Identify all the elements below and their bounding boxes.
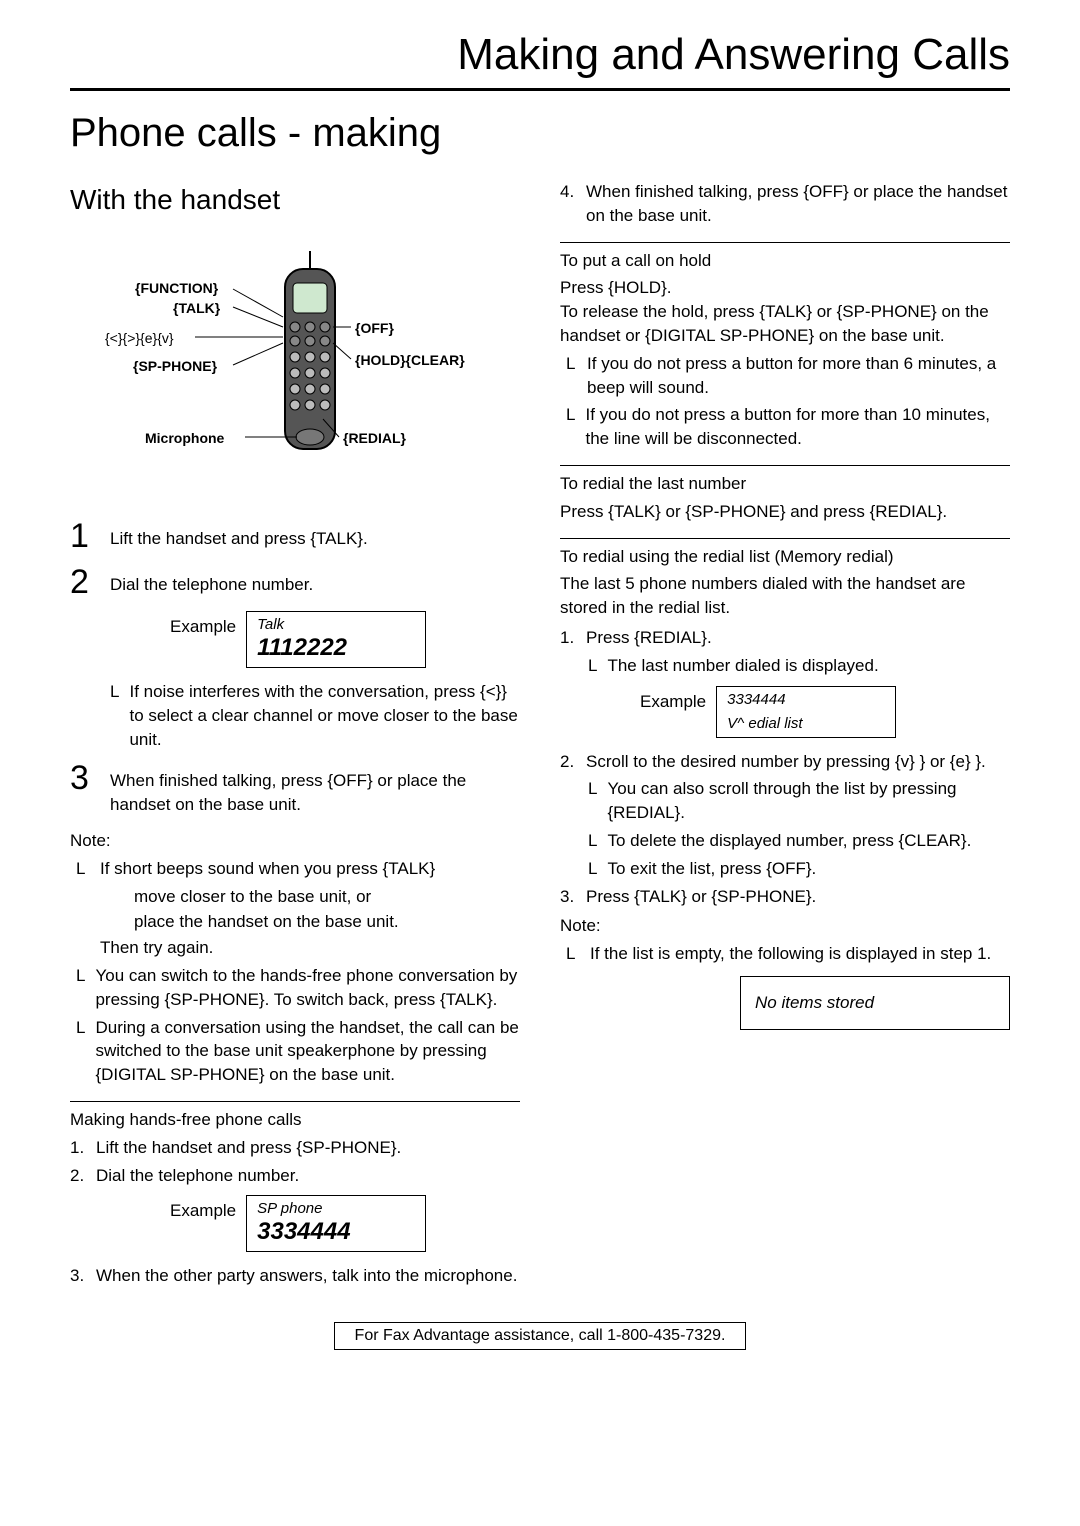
topic-title: To redial using the redial list (Memory … xyxy=(560,545,1010,569)
body-text: The last 5 phone numbers dialed with the… xyxy=(560,572,1010,620)
display-line: 3334444 xyxy=(727,691,885,709)
num-text: When finished talking, press {OFF} or pl… xyxy=(586,180,1010,228)
subsection-title: With the handset xyxy=(70,180,520,219)
num-text: Lift the handset and press {SP-PHONE}. xyxy=(96,1136,401,1160)
list-item: LIf you do not press a button for more t… xyxy=(566,352,1010,400)
bullet-text: If the list is empty, the following is d… xyxy=(590,942,991,966)
bullet-text: You can switch to the hands-free phone c… xyxy=(95,964,520,1012)
list-item: 3.Press {TALK} or {SP-PHONE}. xyxy=(560,885,1010,909)
step-text: Dial the telephone number. xyxy=(110,565,520,597)
list-item: 3.When the other party answers, talk int… xyxy=(70,1264,520,1288)
step-number: 2 xyxy=(70,565,96,599)
step-text: Lift the handset and press {TALK}. xyxy=(110,519,520,551)
lcd-display: No items stored xyxy=(740,976,1010,1030)
example-1: Example Talk 1112222 xyxy=(170,611,520,668)
section-title: Phone calls - making xyxy=(70,111,1010,156)
body-text: Press {TALK} or {SP-PHONE} and press {RE… xyxy=(560,500,1010,524)
list-item: LThe last number dialed is displayed. xyxy=(588,654,1010,678)
step-number: 1 xyxy=(70,519,96,553)
divider xyxy=(560,465,1010,466)
display-line: 3334444 xyxy=(257,1218,415,1247)
example-2: Example SP phone 3334444 xyxy=(170,1195,520,1252)
content-columns: With the handset xyxy=(70,180,1010,1292)
num-text: Scroll to the desired number by pressing… xyxy=(586,750,986,774)
lcd-display: SP phone 3334444 xyxy=(246,1195,426,1252)
list-item: LDuring a conversation using the handset… xyxy=(76,1016,520,1087)
step-text: When finished talking, press {OFF} or pl… xyxy=(110,761,520,817)
leader-lines xyxy=(105,239,485,499)
num-text: Press {REDIAL}. xyxy=(586,626,712,650)
step-3: 3 When finished talking, press {OFF} or … xyxy=(70,761,520,817)
list-item: 1.Lift the handset and press {SP-PHONE}. xyxy=(70,1136,520,1160)
bullet-text: If you do not press a button for more th… xyxy=(586,403,1011,451)
topic-title: To redial the last number xyxy=(560,472,1010,496)
list-item: LYou can also scroll through the list by… xyxy=(588,777,1010,825)
left-column: With the handset xyxy=(70,180,520,1292)
list-item: 2.Dial the telephone number. xyxy=(70,1164,520,1188)
step-2: 2 Dial the telephone number. xyxy=(70,565,520,599)
display-line: 1112222 xyxy=(257,634,415,663)
divider xyxy=(560,538,1010,539)
list-item: LIf short beeps sound when you press {TA… xyxy=(76,857,520,881)
bullet-text: If short beeps sound when you press {TAL… xyxy=(100,857,435,881)
display-line: Talk xyxy=(257,616,415,634)
body-text: To release the hold, press {TALK} or {SP… xyxy=(560,300,1010,348)
num-text: Dial the telephone number. xyxy=(96,1164,299,1188)
example-label: Example xyxy=(640,686,706,714)
num-text: Press {TALK} or {SP-PHONE}. xyxy=(586,885,816,909)
bullet-text: To exit the list, press {OFF}. xyxy=(607,857,816,881)
example-label: Example xyxy=(170,611,236,639)
display-line: V^ edial list xyxy=(727,715,885,733)
list-item: 2.Scroll to the desired number by pressi… xyxy=(560,750,1010,774)
step-1: 1 Lift the handset and press {TALK}. xyxy=(70,519,520,553)
bullet-text: If you do not press a button for more th… xyxy=(587,352,1010,400)
sub-text: move closer to the base unit, or xyxy=(134,885,520,909)
bullet-text: You can also scroll through the list by … xyxy=(607,777,1010,825)
step-number: 3 xyxy=(70,761,96,795)
list-item: LTo delete the displayed number, press {… xyxy=(588,829,1010,853)
sub-text: Then try again. xyxy=(100,936,520,960)
list-item: LYou can switch to the hands-free phone … xyxy=(76,964,520,1012)
bullet-text: The last number dialed is displayed. xyxy=(607,654,878,678)
list-item: LIf the list is empty, the following is … xyxy=(566,942,1010,966)
right-column: 4.When finished talking, press {OFF} or … xyxy=(560,180,1010,1292)
example-label: Example xyxy=(170,1195,236,1223)
lcd-display: Talk 1112222 xyxy=(246,611,426,668)
bullet-text: If noise interferes with the conversatio… xyxy=(129,680,520,751)
list-item: LIf noise interferes with the conversati… xyxy=(110,680,520,751)
lcd-display: 3334444 V^ edial list xyxy=(716,686,896,738)
example-3: Example 3334444 V^ edial list xyxy=(640,686,1010,738)
list-item: 4.When finished talking, press {OFF} or … xyxy=(560,180,1010,228)
list-item: LIf you do not press a button for more t… xyxy=(566,403,1010,451)
bullet-text: During a conversation using the handset,… xyxy=(95,1016,520,1087)
topic-title: Making hands-free phone calls xyxy=(70,1108,520,1132)
step2-bullets: LIf noise interferes with the conversati… xyxy=(110,680,520,751)
footer-assistance: For Fax Advantage assistance, call 1-800… xyxy=(334,1322,747,1350)
body-text: Press {HOLD}. xyxy=(560,276,1010,300)
note-label: Note: xyxy=(70,829,520,853)
chapter-title: Making and Answering Calls xyxy=(70,30,1010,91)
divider xyxy=(560,242,1010,243)
display-line: SP phone xyxy=(257,1200,415,1218)
bullet-text: To delete the displayed number, press {C… xyxy=(607,829,971,853)
divider xyxy=(70,1101,520,1102)
list-item: LTo exit the list, press {OFF}. xyxy=(588,857,1010,881)
list-item: 1.Press {REDIAL}. xyxy=(560,626,1010,650)
note-label: Note: xyxy=(560,914,1010,938)
topic-title: To put a call on hold xyxy=(560,249,1010,273)
num-text: When the other party answers, talk into … xyxy=(96,1264,517,1288)
phone-diagram: {FUNCTION} {TALK} {<}{>}{e}{v} {SP-PHONE… xyxy=(105,239,485,499)
sub-text: place the handset on the base unit. xyxy=(134,910,520,934)
